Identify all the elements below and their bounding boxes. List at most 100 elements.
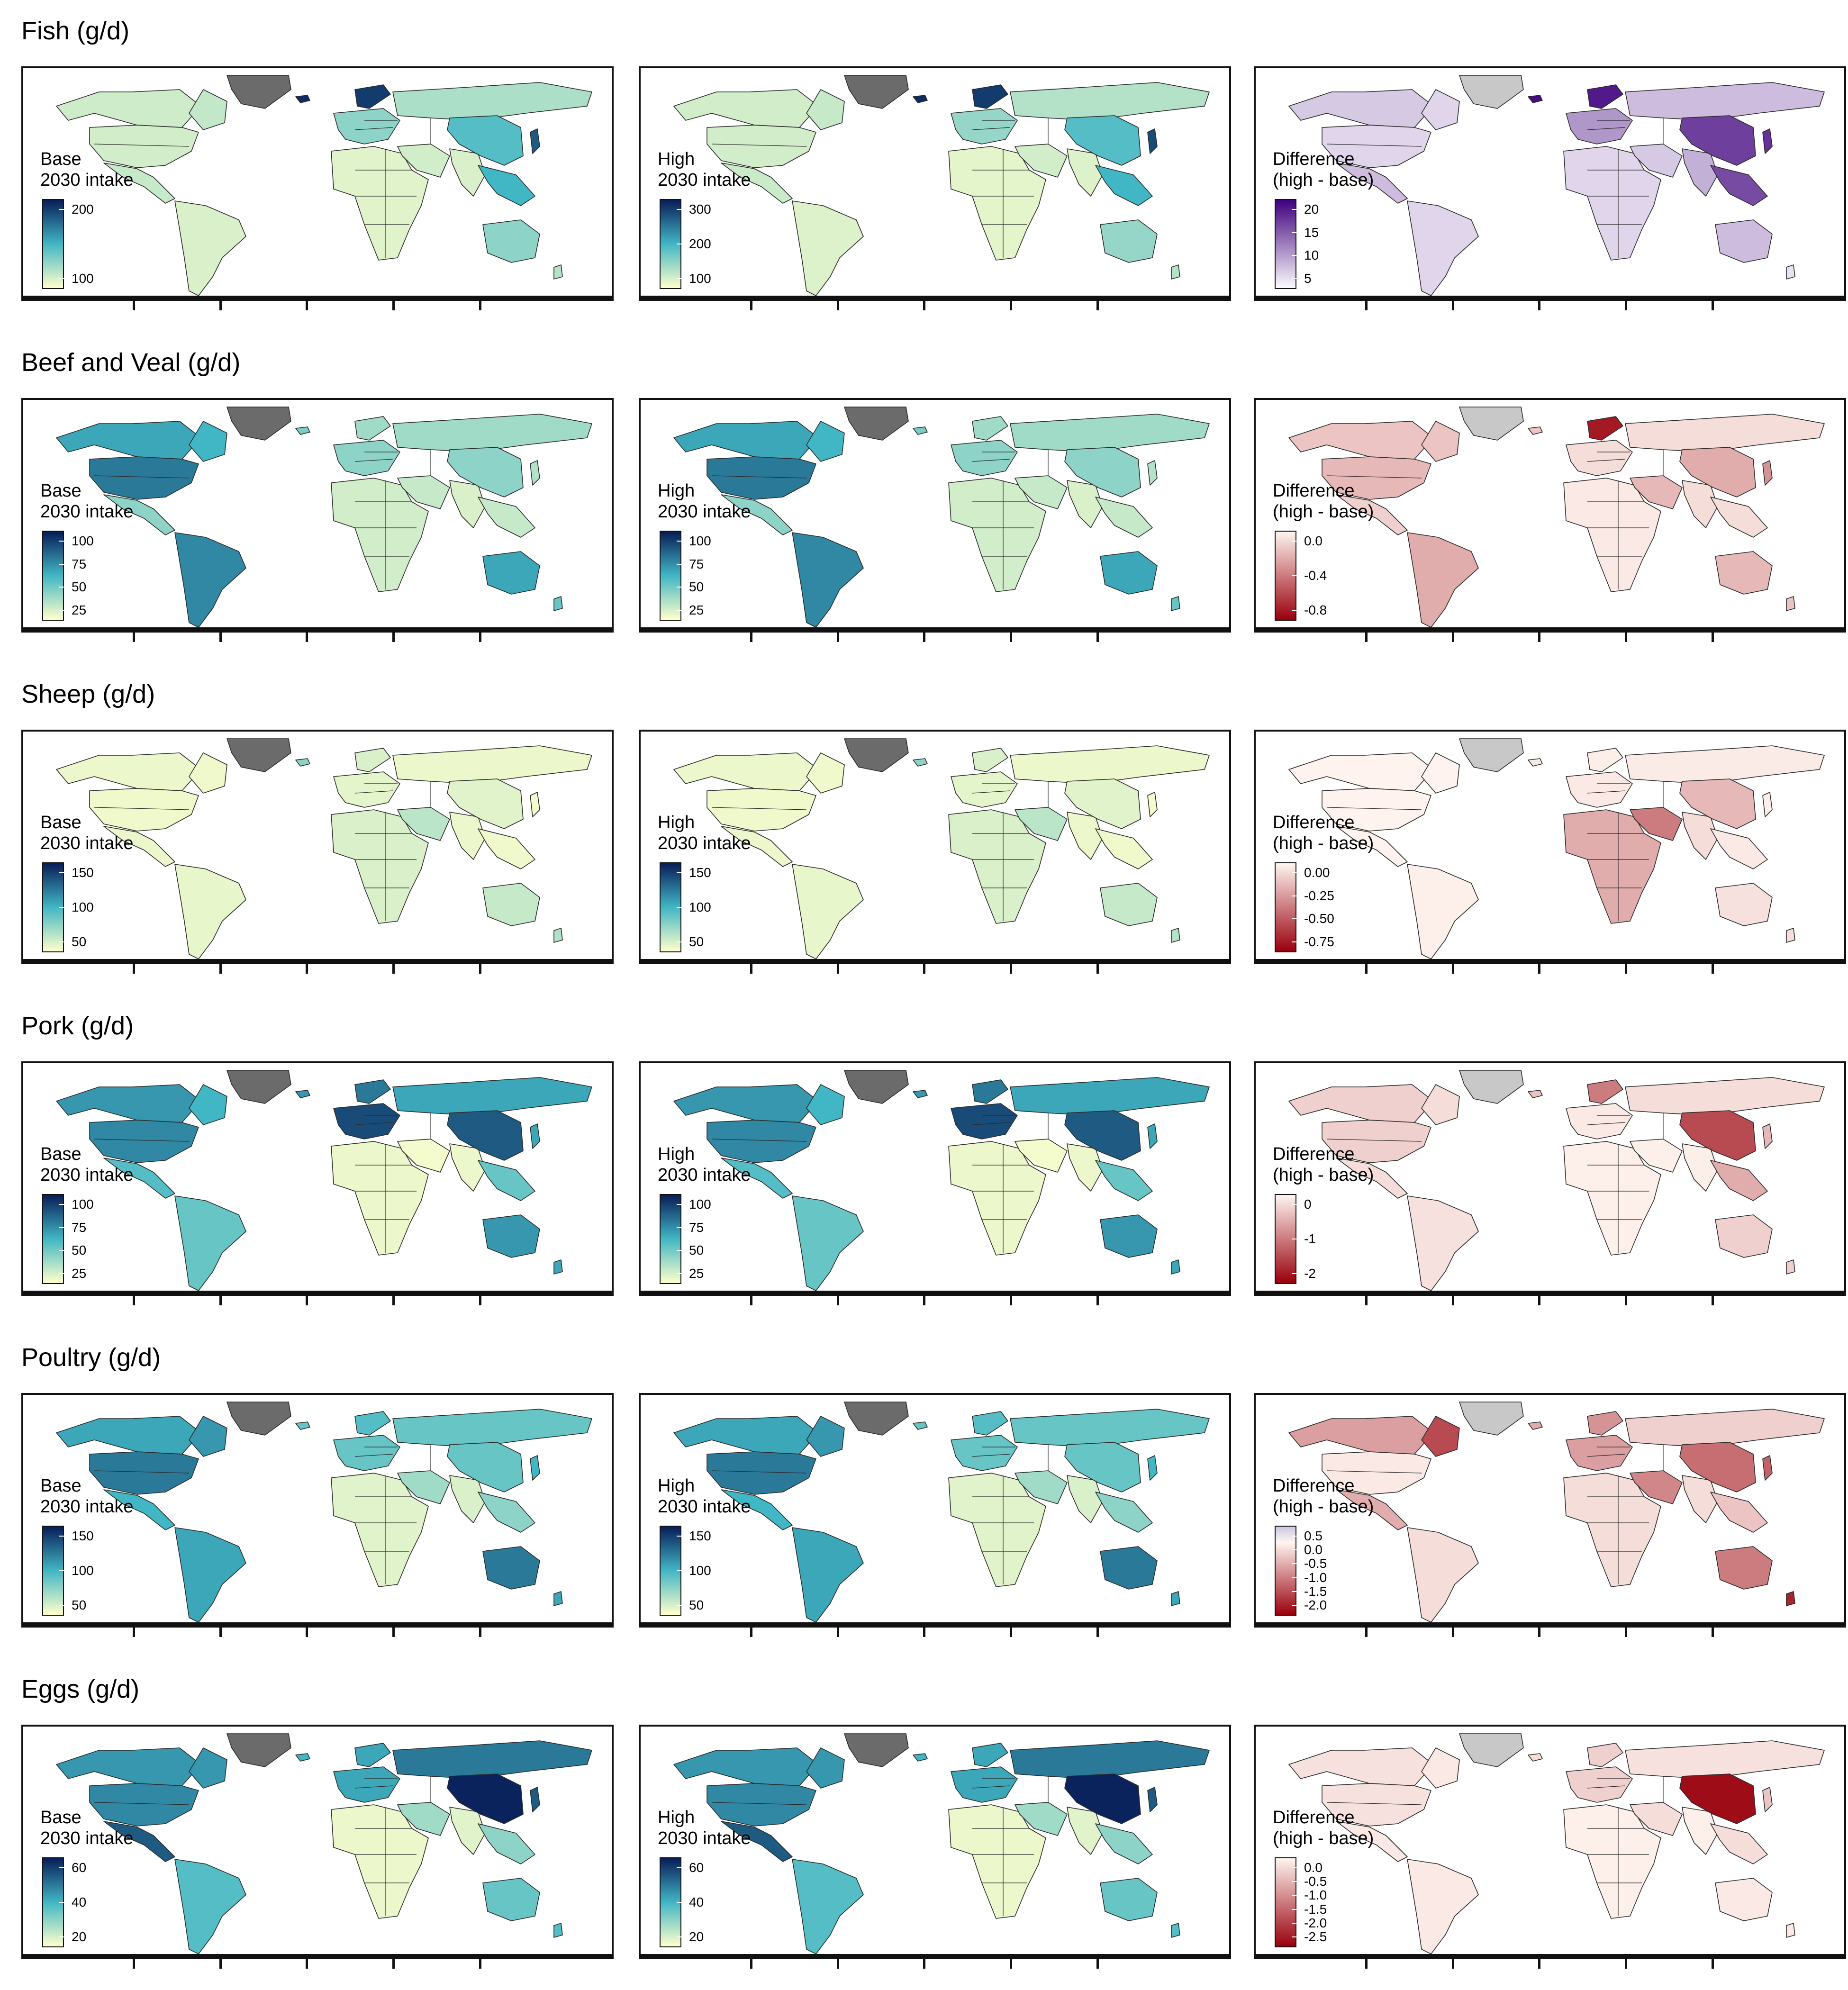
world-map [673,1070,1210,1291]
legend-tick-label: 25 [72,1266,87,1281]
world-map [673,407,1210,627]
region-au [1100,883,1158,926]
map-panel-difference: Difference (high - base) 0 -1 -2 [1254,1061,1846,1305]
region-nz [553,1259,563,1275]
world-map [673,75,1210,296]
region-no [354,1079,391,1104]
region-jp [1762,1123,1773,1149]
region-us [89,1120,199,1163]
region-mx [1336,1821,1408,1862]
region-ca [1421,752,1460,794]
region-na [673,1416,819,1455]
legend-gradient [1275,199,1296,289]
legend-tick-mark [677,610,681,611]
region-nz [1171,1259,1180,1275]
region-eu [951,771,1018,808]
map-panel-base: Base 2030 intake 100 75 50 25 [21,398,614,642]
axis-tick [1538,1959,1540,1969]
world-map [56,407,592,627]
legend-title-line1: High [658,1476,695,1496]
legend-title-line2: (high - base) [1273,170,1374,190]
world-map [56,1402,592,1622]
axis-tick [1096,301,1099,310]
axis-tick [1452,301,1454,310]
region-na [673,421,819,460]
map-frame: Difference (high - base) 0.00 -0.25 -0.50 -… [1254,730,1846,961]
legend-tick-label: 0.00 [1304,865,1330,880]
legend-tick-mark [59,209,64,210]
region-sa [792,1859,864,1954]
region-eu [1566,1435,1633,1471]
region-eu [333,108,400,145]
legend-tick-mark [1292,1563,1296,1565]
region-gl [1459,1733,1524,1767]
legend: Base 2030 intake 150 100 50 [40,1475,134,1616]
axis-tick [1010,301,1012,310]
x-axis [639,1293,1231,1309]
region-us [707,456,816,500]
x-axis [1254,961,1846,977]
region-no [354,416,391,441]
axis-tick [923,1628,925,1637]
x-axis [21,1956,614,1972]
row-eggs: Eggs (g/d) Base 2030 intake 60 40 20 High … [0,1658,1848,1990]
region-ic [295,426,310,435]
region-no [1587,84,1623,109]
region-ru [1625,1409,1825,1447]
legend-tick-mark [59,1936,64,1937]
region-mx [103,494,175,535]
axis-tick [1010,1628,1012,1637]
region-sa [174,864,246,959]
region-au [1715,883,1773,926]
legend-tick-mark [59,587,64,588]
world-map [56,75,592,296]
region-mx [721,1821,793,1862]
map-panel-difference: Difference (high - base) 0.0 -0.4 -0.8 [1254,398,1846,642]
region-us [89,1783,199,1827]
region-au [1100,219,1158,263]
region-na [56,1084,201,1123]
legend-tick-mark [1292,1591,1296,1592]
region-ic [1528,95,1543,103]
legend-title-line1: Difference [1273,1144,1355,1164]
legend-tick-label: -0.75 [1304,934,1334,949]
country-border [354,127,393,130]
world-map [56,1070,592,1291]
legend-tick-label: 200 [72,202,94,217]
axis-tick [750,633,752,642]
region-cn [1679,447,1756,498]
legend-tick-label: 150 [689,1529,711,1543]
legend-tick-label: 75 [72,1220,87,1235]
axis-tick [837,301,839,310]
axis-tick [306,301,308,310]
map-frame: High 2030 intake 60 40 20 [639,1725,1231,1956]
axis-tick [306,1296,308,1305]
region-se [1710,1492,1768,1533]
world-map [1288,407,1825,627]
region-au [1715,551,1773,595]
map-panel-difference: Difference (high - base) 0.5 0.0 -0.5 -1.0-… [1254,1393,1846,1637]
country-border [94,1139,190,1142]
row-title: Pork (g/d) [21,1012,134,1040]
x-axis [639,1624,1231,1640]
region-no [1587,748,1623,772]
region-ru [1625,82,1825,121]
region-jp [530,128,540,154]
region-eu [951,1766,1018,1803]
region-nz [1171,928,1180,943]
region-au [482,219,540,263]
region-no [972,1411,1008,1436]
region-jp [1762,128,1773,154]
axis-tick [479,1959,481,1969]
axis-tick [219,633,222,642]
region-cn [447,115,524,166]
axis-tick [1452,633,1454,642]
country-border [1326,1802,1422,1805]
region-sa [792,1527,864,1622]
legend-tick-label: 50 [72,579,87,595]
map-frame: High 2030 intake 300 200 100 [639,66,1231,298]
region-us [1322,125,1431,168]
region-no [1587,416,1623,441]
map-frame: Difference (high - base) 0.5 0.0 -0.5 -1.0-… [1254,1393,1846,1624]
legend-title-line2: 2030 intake [658,170,751,190]
